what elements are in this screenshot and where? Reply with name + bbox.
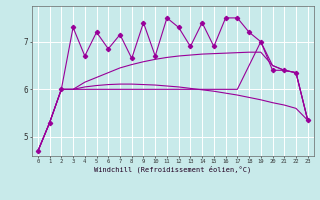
X-axis label: Windchill (Refroidissement éolien,°C): Windchill (Refroidissement éolien,°C)	[94, 166, 252, 173]
